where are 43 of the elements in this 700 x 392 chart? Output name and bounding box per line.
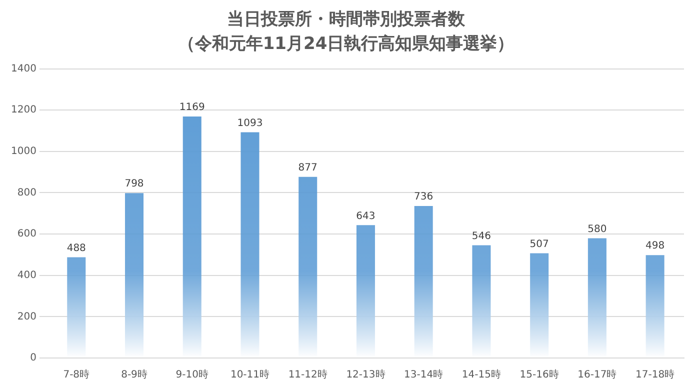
bar <box>414 206 433 358</box>
x-tick-label: 7-8時 <box>63 368 90 381</box>
bar <box>67 257 86 358</box>
data-label: 736 <box>414 192 434 203</box>
y-tick-label: 1000 <box>10 146 36 158</box>
y-tick-label: 1200 <box>10 104 36 116</box>
x-tick-label: 11-12時 <box>288 368 328 381</box>
x-tick-label: 17-18時 <box>636 368 675 381</box>
bar <box>124 193 144 358</box>
x-tick-label: 9-10時 <box>176 368 208 381</box>
chart-title: 当日投票所・時間帯別投票者数 <box>227 10 466 30</box>
bar <box>588 238 606 358</box>
x-tick-label: 8-9時 <box>121 368 148 381</box>
data-label: 488 <box>66 242 86 254</box>
y-tick-label: 800 <box>17 187 36 198</box>
data-label: 580 <box>588 224 607 235</box>
x-tick-label: 10-11時 <box>230 368 270 381</box>
x-tick-label: 13-14時 <box>404 368 444 381</box>
bar <box>530 253 549 358</box>
data-label: 877 <box>298 162 318 174</box>
chart-subtitle: （令和元年11月24日執行高知県知事選挙） <box>178 34 514 54</box>
bar <box>182 116 202 358</box>
y-tick-label: 200 <box>17 311 36 322</box>
bar <box>646 255 664 358</box>
x-tick-label: 15-16時 <box>520 368 559 381</box>
x-tick-label: 16-17時 <box>578 368 617 381</box>
data-label: 643 <box>356 210 376 222</box>
y-tick-label: 1400 <box>10 63 36 74</box>
data-label: 1093 <box>237 118 263 129</box>
bar <box>472 245 491 358</box>
x-tick-label: 12-13時 <box>346 368 386 381</box>
data-label: 798 <box>124 178 144 190</box>
bar <box>356 225 375 358</box>
y-tick-label: 400 <box>17 270 36 281</box>
bar <box>240 132 260 358</box>
y-tick-label: 600 <box>17 228 36 240</box>
data-label: 498 <box>646 240 665 252</box>
y-tick-label: 0 <box>30 352 36 364</box>
bar <box>298 176 318 358</box>
data-label: 507 <box>530 238 549 250</box>
data-label: 1169 <box>179 102 205 114</box>
x-tick-label: 14-15時 <box>462 368 501 381</box>
data-label: 546 <box>472 230 492 242</box>
